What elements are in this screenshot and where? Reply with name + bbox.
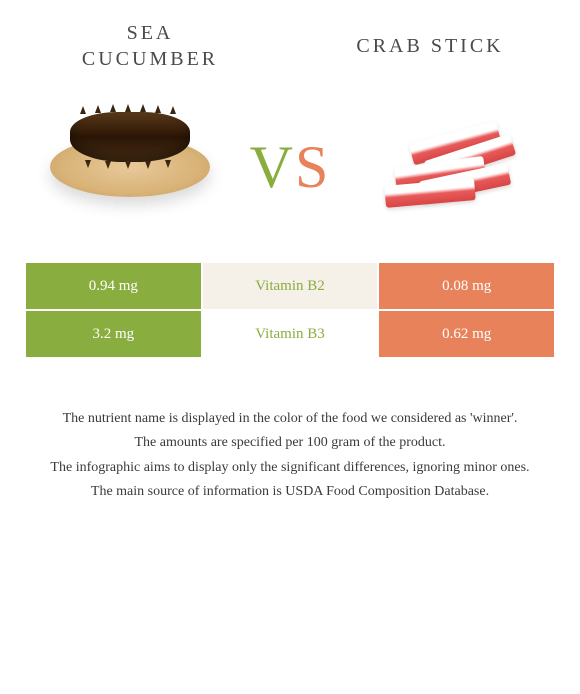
footer-line: The main source of information is USDA F… (25, 481, 555, 503)
left-value-cell: 3.2 mg (25, 310, 202, 358)
nutrient-table: 0.94 mg Vitamin B2 0.08 mg 3.2 mg Vitami… (25, 262, 555, 358)
nutrient-name-cell: Vitamin B2 (202, 262, 379, 310)
vs-label: VS (250, 133, 331, 202)
footer-line: The infographic aims to display only the… (25, 457, 555, 479)
vs-v: V (250, 134, 295, 200)
right-value-cell: 0.62 mg (378, 310, 555, 358)
left-food-title: Sea cucumber (60, 20, 240, 72)
footer-line: The nutrient name is displayed in the co… (25, 408, 555, 430)
comparison-images: VS (0, 82, 580, 262)
table-row: 3.2 mg Vitamin B3 0.62 mg (25, 310, 555, 358)
nutrient-name-cell: Vitamin B3 (202, 310, 379, 358)
vs-s: S (295, 134, 330, 200)
crab-stick-image (370, 117, 530, 217)
right-food-title: Crab stick (340, 33, 520, 59)
table-row: 0.94 mg Vitamin B2 0.08 mg (25, 262, 555, 310)
footer-line: The amounts are specified per 100 gram o… (25, 432, 555, 454)
header: Sea cucumber Crab stick (0, 0, 580, 82)
left-value-cell: 0.94 mg (25, 262, 202, 310)
sea-cucumber-image (50, 112, 210, 222)
right-value-cell: 0.08 mg (378, 262, 555, 310)
footer-notes: The nutrient name is displayed in the co… (0, 358, 580, 526)
